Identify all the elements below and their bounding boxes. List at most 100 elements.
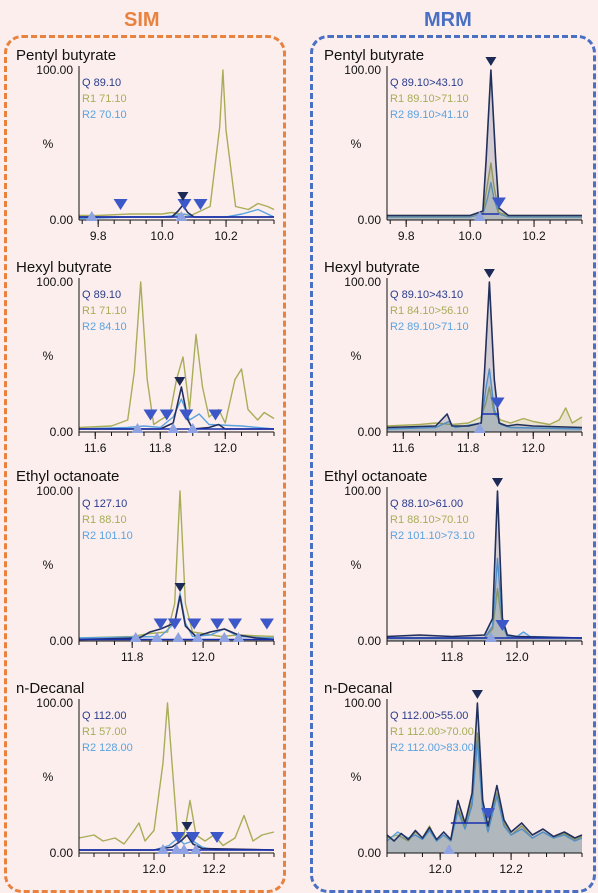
y-axis-label: % [351, 770, 362, 784]
y-axis-label: % [43, 558, 54, 572]
series-line-q [78, 595, 275, 641]
chart-title: Hexyl butyrate [16, 259, 112, 276]
sim-panel-title: SIM [118, 9, 166, 32]
x-tick-label: 12.2 [499, 862, 523, 876]
peak-marker-down-dark [174, 377, 186, 386]
peak-marker-down-blue [193, 199, 208, 210]
legend-r1: R1 88.10 [82, 514, 127, 526]
peak-marker-down-dark [177, 192, 189, 201]
x-tick-label: 11.6 [392, 441, 415, 455]
peak-marker-down-blue [113, 199, 128, 210]
peak-marker-up-light [191, 632, 204, 642]
chart-title: Ethyl octanoate [16, 468, 119, 485]
y-tick-label: 100.00 [36, 696, 73, 710]
peak-marker-down-dark [483, 269, 495, 278]
peak-marker-down-dark [181, 822, 193, 831]
chart-title: Pentyl butyrate [324, 47, 424, 64]
chart-title: Pentyl butyrate [16, 47, 116, 64]
x-tick-label: 10.2 [522, 229, 546, 243]
legend-q: Q 112.00>55.00 [390, 710, 468, 722]
peak-marker-up-light [172, 632, 185, 642]
y-axis-label: % [351, 349, 362, 363]
x-tick-label: 12.0 [191, 650, 215, 664]
x-tick-label: 9.8 [90, 229, 107, 243]
series-area-r2 [387, 182, 582, 220]
peak-marker-down-blue [187, 618, 202, 630]
series-area-r2 [387, 740, 582, 853]
legend-r2: R2 101.10 [82, 530, 133, 542]
peak-marker-down-dark [492, 478, 503, 487]
legend-r1: R1 89.10>71.10 [390, 93, 469, 105]
series-line-q [386, 702, 583, 842]
x-tick-label: 11.6 [84, 441, 107, 455]
x-tick-label: 12.0 [429, 862, 453, 876]
peak-marker-down-blue [171, 832, 185, 843]
legend-q: Q 89.10 [82, 289, 121, 301]
x-tick-label: 11.8 [121, 650, 144, 664]
y-axis-label: % [43, 349, 54, 363]
peak-marker-down-blue [259, 618, 274, 630]
y-tick-label: 0.00 [50, 846, 74, 860]
peak-marker-down-blue [153, 618, 168, 630]
x-tick-label: 9.8 [398, 229, 415, 243]
peak-marker-down-blue [179, 409, 194, 421]
legend-q: Q 89.10>43.10 [390, 77, 463, 89]
series-line-q [79, 386, 274, 430]
sim-panel [4, 35, 286, 893]
peak-marker-up-light [190, 844, 202, 854]
series-line-r1 [78, 702, 275, 847]
y-tick-label: 0.00 [358, 213, 382, 227]
x-tick-label: 11.8 [457, 441, 480, 455]
peak-marker-up-light [186, 423, 199, 433]
legend-q: Q 127.10 [82, 498, 127, 510]
peak-marker-down-blue [208, 409, 223, 421]
x-tick-label: 12.0 [142, 862, 166, 876]
y-tick-label: 0.00 [358, 846, 382, 860]
peak-marker-up-light [157, 844, 169, 854]
y-tick-label: 0.00 [50, 425, 74, 439]
legend-r1: R1 57.00 [82, 726, 127, 738]
legend-r2: R2 89.10>71.10 [390, 321, 469, 333]
y-axis-label: % [351, 558, 362, 572]
legend-q: Q 88.10>61.00 [390, 498, 463, 510]
x-tick-label: 12.0 [214, 441, 238, 455]
y-axis-label: % [43, 770, 54, 784]
mrm-panel-title: MRM [418, 9, 478, 32]
chart-title: n-Decanal [16, 680, 84, 697]
y-axis-label: % [43, 137, 54, 151]
peak-marker-down-blue [159, 409, 174, 421]
peak-marker-down-dark [485, 57, 497, 66]
peak-marker-down-blue [167, 618, 182, 630]
series-area-r1 [387, 733, 582, 853]
peak-marker-up-light [85, 211, 98, 221]
series-line-r1 [79, 69, 275, 217]
legend-r1: R1 112.00>70.00 [390, 726, 474, 738]
x-tick-label: 10.2 [214, 229, 238, 243]
peak-marker-up-light [218, 632, 231, 642]
peak-marker-up-light [473, 423, 486, 433]
y-axis-label: % [351, 137, 362, 151]
legend-q: Q 89.10 [82, 77, 121, 89]
peak-marker-down-blue [186, 832, 200, 843]
x-tick-label: 12.2 [202, 862, 226, 876]
legend-r2: R2 89.10>41.10 [390, 109, 469, 121]
peak-marker-up-light [175, 211, 188, 221]
y-tick-label: 100.00 [36, 484, 73, 498]
series-line-r1 [387, 587, 583, 639]
peak-marker-down-blue [210, 832, 224, 843]
peak-marker-up-light [443, 844, 456, 854]
peak-marker-down-blue [228, 618, 242, 630]
peak-marker-up-light [131, 423, 144, 433]
peak-marker-up-light [232, 632, 245, 642]
x-tick-label: 11.8 [149, 441, 172, 455]
series-line-q [386, 490, 583, 639]
y-tick-label: 0.00 [358, 634, 382, 648]
peak-marker-down-blue [491, 197, 506, 209]
legend-r1: R1 71.10 [82, 305, 127, 317]
